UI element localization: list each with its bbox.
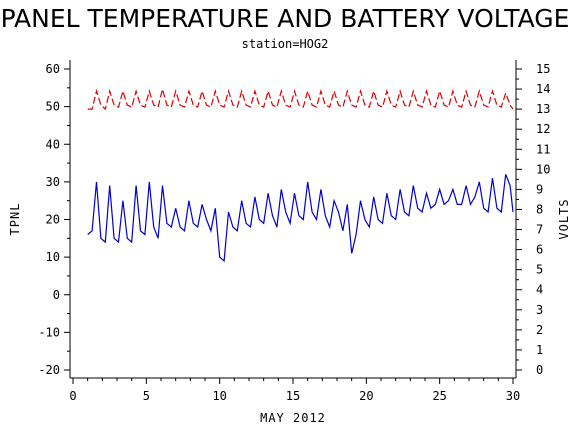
- y-right-tick-label: 13: [536, 102, 550, 116]
- bottom-axis-ticks: 0 5 10 15 20 25 30: [69, 378, 520, 403]
- y-right-tick-label: 5: [536, 263, 543, 277]
- chart-title: PANEL TEMPERATURE AND BATTERY VOLTAGE: [1, 4, 570, 33]
- x-tick-label: 30: [506, 389, 520, 403]
- chart-subtitle: station=HOG2: [242, 37, 329, 51]
- y-right-tick-label: 12: [536, 122, 550, 136]
- y-right-tick-label: 15: [536, 62, 550, 76]
- series-layer: [87, 86, 514, 263]
- y-right-tick-label: 6: [536, 243, 543, 257]
- y-left-tick-label: 40: [46, 137, 60, 151]
- left-axis-ticks: -20 -10 0 10 20 30 40 50 60: [38, 62, 70, 377]
- y-right-tick-label: 9: [536, 182, 543, 196]
- y-left-tick-label: -10: [38, 325, 60, 339]
- y-right-tick-label: 3: [536, 303, 543, 317]
- y-right-tick-label: 10: [536, 162, 550, 176]
- y-left-tick-label: 20: [46, 213, 60, 227]
- y-right-tick-label: 14: [536, 82, 550, 96]
- y-right-tick-label: 11: [536, 142, 550, 156]
- y-left-tick-label: 10: [46, 250, 60, 264]
- panel-temperature-line: [87, 174, 514, 263]
- y-right-tick-label: 2: [536, 323, 543, 337]
- x-tick-label: 15: [286, 389, 300, 403]
- y-right-tick-label: 7: [536, 223, 543, 237]
- x-tick-label: 0: [69, 389, 76, 403]
- y-right-tick-label: 1: [536, 343, 543, 357]
- x-tick-label: 5: [143, 389, 150, 403]
- plot-area: [69, 60, 517, 379]
- y-left-tick-label: 50: [46, 100, 60, 114]
- y-right-tick-label: 4: [536, 283, 543, 297]
- x-tick-label: 10: [212, 389, 226, 403]
- battery-voltage-line: [87, 86, 514, 111]
- y-axis-label-left: TPNL: [8, 203, 22, 236]
- x-tick-label: 20: [359, 389, 373, 403]
- y-left-tick-label: 60: [46, 62, 60, 76]
- x-axis-label: MAY 2012: [260, 411, 326, 425]
- x-tick-label: 25: [432, 389, 446, 403]
- y-right-tick-label: 0: [536, 363, 543, 377]
- y-left-tick-label: 0: [53, 288, 60, 302]
- y-right-tick-label: 8: [536, 202, 543, 216]
- y-left-tick-label: 30: [46, 175, 60, 189]
- y-left-tick-label: -20: [38, 363, 60, 377]
- y-axis-label-right: VOLTS: [557, 198, 570, 239]
